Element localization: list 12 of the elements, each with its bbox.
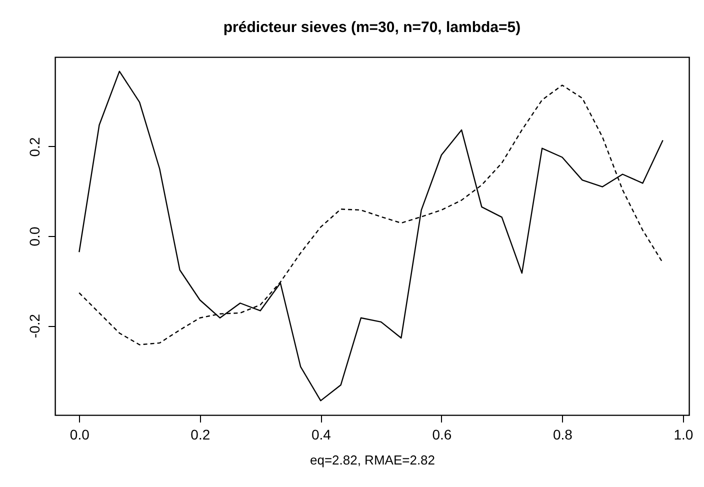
x-axis-title: eq=2.82, RMAE=2.82 (310, 452, 436, 468)
x-tick-label: 0.4 (311, 426, 332, 442)
x-tick-label: 0.2 (190, 426, 210, 442)
line-series (78, 70, 664, 402)
x-tick-label: 1.0 (674, 426, 694, 442)
chart-title: prédicteur sieves (m=30, n=70, lambda=5) (223, 19, 521, 36)
y-tick-label: -0.2 (26, 314, 42, 338)
y-tick-label: 0.2 (26, 137, 42, 157)
x-tick-label: 0.0 (70, 426, 90, 442)
x-tick-label: 0.8 (552, 426, 573, 442)
y-tick-label: 0.0 (26, 226, 42, 246)
x-tick-label: 0.6 (432, 426, 452, 442)
